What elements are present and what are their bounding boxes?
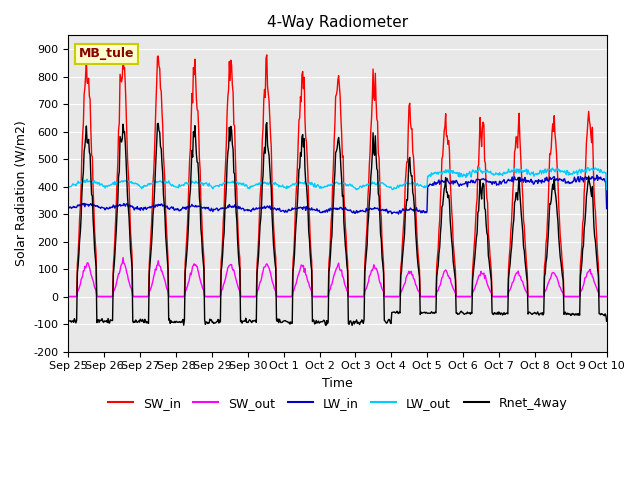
Legend: SW_in, SW_out, LW_in, LW_out, Rnet_4way: SW_in, SW_out, LW_in, LW_out, Rnet_4way [103, 392, 572, 415]
Title: 4-Way Radiometer: 4-Way Radiometer [267, 15, 408, 30]
Y-axis label: Solar Radiation (W/m2): Solar Radiation (W/m2) [15, 120, 28, 266]
X-axis label: Time: Time [322, 377, 353, 390]
Text: MB_tule: MB_tule [79, 48, 134, 60]
